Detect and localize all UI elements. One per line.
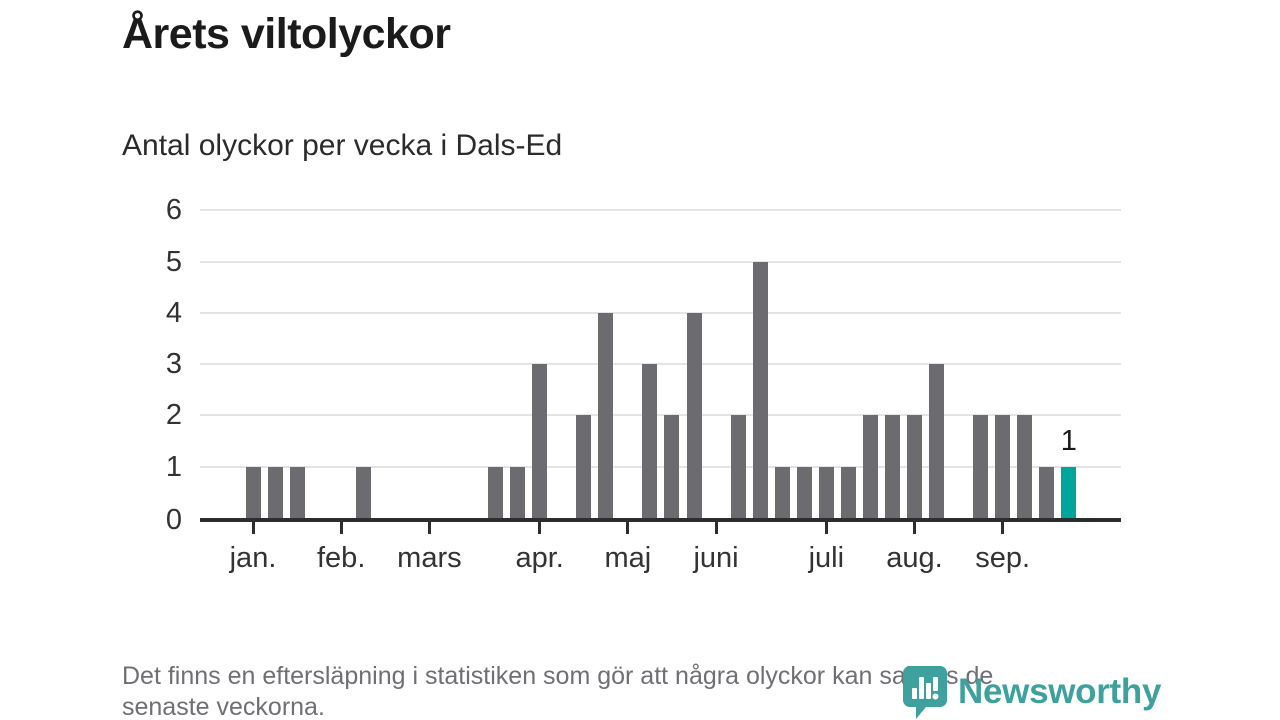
- x-tick-label-mars: mars: [397, 542, 462, 574]
- bar-week-13: [532, 364, 548, 518]
- footnote: Det finns en eftersläpning i statistiken…: [122, 661, 993, 720]
- logo-exclamation-stroke: [933, 677, 938, 691]
- x-tick-label-juli: juli: [808, 542, 845, 574]
- newsworthy-logo-icon: [903, 666, 947, 719]
- bar-week-22: [730, 415, 746, 518]
- x-tick-apr: [538, 522, 542, 534]
- chart-title: Årets viltolyckor: [122, 10, 451, 58]
- bar-week-26: [818, 466, 834, 518]
- gridline-3: [200, 363, 1121, 366]
- bar-week-23: [752, 261, 768, 518]
- bar-week-20: [686, 312, 702, 518]
- x-tick-label-sep: sep.: [975, 542, 1031, 574]
- bar-week-12: [510, 466, 526, 518]
- y-axis-label-6: 6: [165, 194, 182, 227]
- logo-bar-tall: [919, 677, 924, 699]
- y-axis-label-4: 4: [165, 296, 182, 329]
- x-tick-label-aug: aug.: [886, 542, 943, 574]
- x-tick-label-juni: juni: [693, 542, 739, 574]
- y-axis-label-5: 5: [165, 245, 182, 278]
- bar-week-31: [929, 364, 945, 518]
- bar-week-5: [355, 466, 371, 518]
- bar-week-25: [796, 466, 812, 518]
- footnote-line-2: senaste veckorna.: [122, 693, 325, 720]
- y-axis-label-1: 1: [165, 450, 182, 483]
- bar-week-11: [488, 466, 504, 518]
- x-tick-sep: [1001, 522, 1005, 534]
- gridline-6: [200, 209, 1121, 212]
- x-tick-maj: [626, 522, 630, 534]
- footnote-line-1: Det finns en eftersläpning i statistiken…: [122, 662, 994, 690]
- bar-week-33: [973, 415, 989, 518]
- logo-bar-short: [912, 688, 917, 699]
- gridline-1: [200, 465, 1121, 468]
- bar-week-28: [862, 415, 878, 518]
- x-axis-line: [200, 517, 1121, 522]
- bar-week-36: [1039, 466, 1055, 518]
- x-tick-label-apr: apr.: [515, 542, 564, 574]
- bar-week-24: [774, 466, 790, 518]
- x-tick-label-jan: jan.: [229, 542, 277, 574]
- newsworthy-logo-text: Newsworthy: [958, 672, 1162, 711]
- bar-week-15: [576, 415, 592, 518]
- bar-week-19: [664, 415, 680, 518]
- gridline-5: [200, 260, 1121, 263]
- bar-week-18: [642, 364, 658, 518]
- gridline-4: [200, 311, 1121, 314]
- x-tick-feb: [339, 522, 343, 534]
- bar-week-37-highlighted: [1061, 466, 1077, 518]
- bar-week-29: [884, 415, 900, 518]
- x-tick-aug: [913, 522, 916, 534]
- bar-week-1: [267, 466, 283, 518]
- y-axis-label-3: 3: [165, 348, 182, 381]
- gridline-2: [200, 414, 1121, 417]
- bar-week-2: [289, 466, 305, 518]
- x-tick-jan: [251, 522, 255, 534]
- bar-value-label: 1: [1060, 424, 1077, 457]
- logo-exclamation-dot: [932, 693, 939, 700]
- x-tick-juli: [824, 522, 828, 534]
- x-tick-juni: [714, 522, 718, 534]
- y-axis-label-2: 2: [165, 399, 182, 432]
- bar-week-16: [598, 312, 614, 518]
- y-axis-label-0: 0: [165, 504, 182, 536]
- bar-week-34: [995, 415, 1011, 518]
- bar-week-35: [1017, 415, 1033, 518]
- x-tick-mars: [427, 522, 431, 534]
- newsworthy-logo: Newsworthy: [901, 665, 1161, 719]
- bar-week-27: [840, 466, 856, 518]
- chart-subtitle: Antal olyckor per vecka i Dals-Ed: [122, 129, 563, 162]
- bar-week-30: [907, 415, 922, 518]
- bar-week-0: [245, 466, 261, 518]
- logo-bar-medium: [926, 683, 931, 699]
- x-tick-label-feb: feb.: [317, 542, 366, 574]
- x-tick-label-maj: maj: [604, 542, 652, 574]
